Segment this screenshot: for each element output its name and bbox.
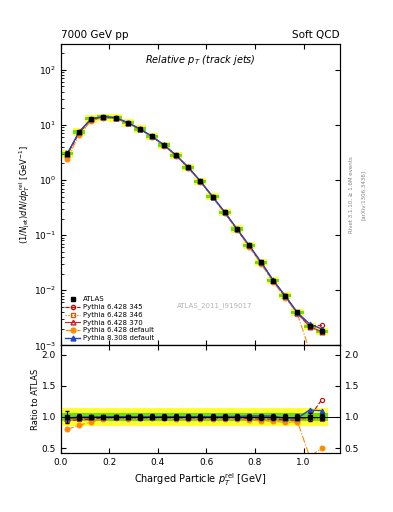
Legend: ATLAS, Pythia 6.428 345, Pythia 6.428 346, Pythia 6.428 370, Pythia 6.428 defaul: ATLAS, Pythia 6.428 345, Pythia 6.428 34… — [63, 294, 156, 343]
X-axis label: Charged Particle $p^\mathrm{rel}_T$ [GeV]: Charged Particle $p^\mathrm{rel}_T$ [GeV… — [134, 471, 266, 488]
Y-axis label: Ratio to ATLAS: Ratio to ATLAS — [31, 369, 40, 430]
Text: ATLAS_2011_I919017: ATLAS_2011_I919017 — [176, 303, 252, 309]
Text: [arXiv:1306.3436]: [arXiv:1306.3436] — [361, 169, 366, 220]
Text: Rivet 3.1.10, ≥ 1.6M events: Rivet 3.1.10, ≥ 1.6M events — [349, 156, 354, 233]
Text: Relative $p_T$ (track jets): Relative $p_T$ (track jets) — [145, 53, 256, 67]
Text: 7000 GeV pp: 7000 GeV pp — [61, 30, 129, 40]
Text: Soft QCD: Soft QCD — [292, 30, 340, 40]
Y-axis label: $(1/N_\mathrm{jet})dN/dp^\mathrm{rel}_T\ [\mathrm{GeV}^{-1}]$: $(1/N_\mathrm{jet})dN/dp^\mathrm{rel}_T\… — [18, 145, 32, 244]
